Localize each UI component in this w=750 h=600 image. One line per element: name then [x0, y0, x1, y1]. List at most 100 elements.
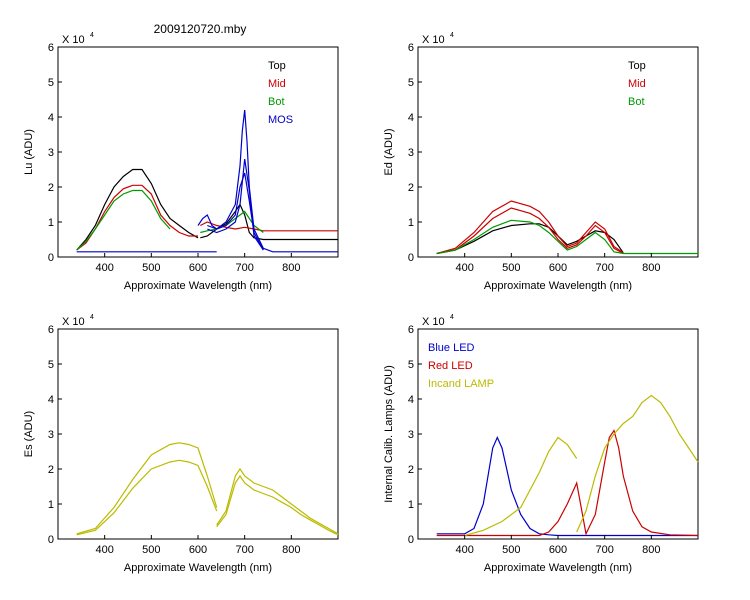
- y-tick-label: 2: [48, 464, 54, 476]
- series-line-incand-lamp: [576, 394, 699, 533]
- series-line-top: [76, 168, 199, 251]
- y-tick-label: 1: [48, 217, 54, 229]
- y-tick-label: 2: [408, 182, 414, 194]
- x-tick-label: 600: [189, 544, 207, 556]
- axis-multiplier-exponent: 4: [90, 314, 94, 321]
- x-axis-label: Approximate Wavelength (nm): [124, 562, 272, 574]
- series-line-top: [436, 223, 624, 255]
- axis-multiplier: X 10: [62, 34, 85, 46]
- x-tick-label: 500: [502, 262, 520, 274]
- y-tick-label: 6: [408, 324, 414, 336]
- y-tick-label: 4: [408, 394, 414, 406]
- series-line-es: [216, 474, 339, 536]
- legend-entry-mos: MOS: [268, 114, 293, 126]
- y-tick-label: 6: [48, 42, 54, 54]
- series-line-es: [76, 442, 218, 535]
- series-line-es: [76, 459, 218, 536]
- y-tick-label: 4: [48, 112, 54, 124]
- y-tick-label: 6: [408, 42, 414, 54]
- axis-multiplier-exponent: 4: [450, 32, 454, 39]
- x-axis-label: Approximate Wavelength (nm): [484, 562, 632, 574]
- series-line-bot: [76, 189, 171, 251]
- chart-lu: 400 500 600 700 800 0 1 2 3 4 5 6 X 10 4 Approximate W…: [23, 32, 339, 292]
- axis-multiplier: X 10: [62, 316, 85, 328]
- axis-multiplier: X 10: [422, 316, 445, 328]
- legend-entry-blue-led: Blue LED: [428, 342, 475, 354]
- chart-es: 400 500 600 700 800 0 1 2 3 4 5 6 X 10 4 Approximate W…: [23, 314, 339, 574]
- x-tick-label: 700: [235, 262, 253, 274]
- y-tick-label: 3: [48, 429, 54, 441]
- legend-entry-incand-lamp: Incand LAMP: [428, 378, 494, 390]
- y-tick-label: 6: [48, 324, 54, 336]
- x-tick-label: 400: [95, 544, 113, 556]
- x-tick-label: 600: [189, 262, 207, 274]
- y-axis-label: Ed (ADU): [383, 128, 395, 175]
- x-tick-label: 500: [142, 544, 160, 556]
- legend-entry-bot: Bot: [628, 96, 645, 108]
- axis-multiplier: X 10: [422, 34, 445, 46]
- legend-entry-mid: Mid: [268, 78, 286, 90]
- x-tick-label: 400: [455, 262, 473, 274]
- y-tick-label: 0: [48, 252, 54, 264]
- x-tick-label: 800: [642, 544, 660, 556]
- y-tick-label: 4: [48, 394, 54, 406]
- x-axis-label: Approximate Wavelength (nm): [484, 280, 632, 292]
- y-tick-label: 2: [48, 182, 54, 194]
- series-line-mos: [207, 158, 264, 251]
- y-tick-label: 1: [48, 499, 54, 511]
- series-line-es: [216, 467, 339, 535]
- x-tick-label: 500: [502, 544, 520, 556]
- x-tick-label: 400: [95, 262, 113, 274]
- x-tick-label: 600: [549, 262, 567, 274]
- y-tick-label: 0: [408, 534, 414, 546]
- y-tick-label: 1: [408, 217, 414, 229]
- series-line-mid: [436, 207, 624, 255]
- x-tick-label: 700: [595, 262, 613, 274]
- y-tick-label: 5: [408, 359, 414, 371]
- series-line-mos: [197, 109, 338, 253]
- y-axis-label: Internal Calib. Lamps (ADU): [383, 365, 395, 503]
- chart-cal: 400 500 600 700 800 0 1 2 3 4 5 6 X 10 4 Approximate W…: [383, 314, 699, 574]
- x-tick-label: 500: [142, 262, 160, 274]
- series-line-blue-led: [436, 436, 698, 537]
- x-tick-label: 400: [455, 544, 473, 556]
- y-tick-label: 5: [48, 359, 54, 371]
- y-tick-label: 0: [408, 252, 414, 264]
- x-axis-label: Approximate Wavelength (nm): [124, 280, 272, 292]
- legend-entry-top: Top: [628, 60, 646, 72]
- series-line-mid: [200, 221, 338, 232]
- x-tick-label: 800: [642, 262, 660, 274]
- axis-multiplier-exponent: 4: [90, 32, 94, 39]
- x-tick-label: 800: [282, 544, 300, 556]
- x-tick-label: 800: [282, 262, 300, 274]
- y-axis-label: Es (ADU): [23, 411, 35, 457]
- y-tick-label: 5: [408, 77, 414, 89]
- y-tick-label: 4: [408, 112, 414, 124]
- series-line-top: [200, 203, 338, 241]
- axis-multiplier-exponent: 4: [450, 314, 454, 321]
- legend-entry-red-led: Red LED: [428, 360, 473, 372]
- x-tick-label: 700: [235, 544, 253, 556]
- chart-ed: 400 500 600 700 800 0 1 2 3 4 5 6 X 10 4 Approximate W…: [383, 32, 699, 292]
- series-line-bot: [436, 219, 698, 255]
- y-tick-label: 2: [408, 464, 414, 476]
- y-tick-label: 3: [408, 147, 414, 159]
- x-tick-label: 600: [549, 544, 567, 556]
- y-tick-label: 1: [408, 499, 414, 511]
- series-line-mid: [436, 200, 624, 255]
- series-line-red-led: [436, 429, 699, 537]
- y-tick-label: 3: [408, 429, 414, 441]
- y-axis-label: Lu (ADU): [23, 129, 35, 175]
- x-tick-label: 700: [595, 544, 613, 556]
- figure-title: 2009120720.mby: [153, 22, 247, 36]
- legend-entry-bot: Bot: [268, 96, 285, 108]
- series-line-mid: [76, 184, 198, 251]
- series-line-incand-lamp: [464, 436, 578, 537]
- legend-entry-top: Top: [268, 60, 286, 72]
- y-tick-label: 5: [48, 77, 54, 89]
- y-tick-label: 3: [48, 147, 54, 159]
- y-tick-label: 0: [48, 534, 54, 546]
- plot-frame: [417, 46, 699, 258]
- legend-entry-mid: Mid: [628, 78, 646, 90]
